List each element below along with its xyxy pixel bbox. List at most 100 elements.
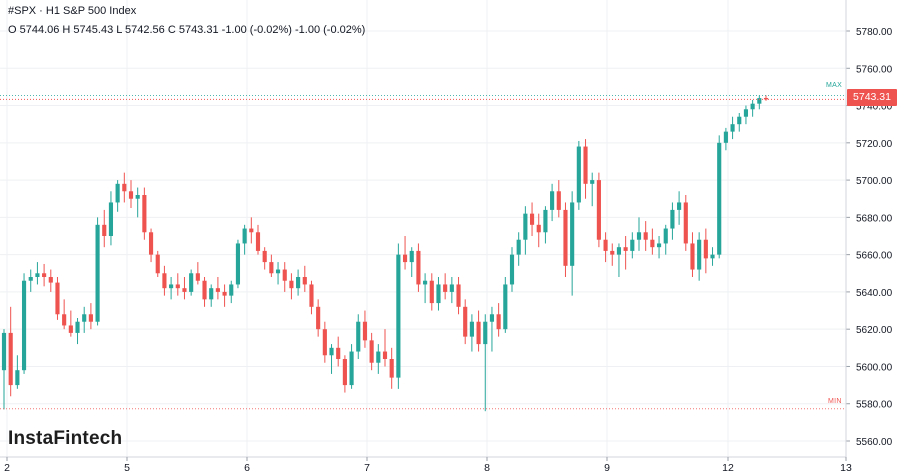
candle-body	[743, 109, 749, 117]
candle-body	[309, 284, 314, 307]
candle-body	[623, 247, 628, 251]
candle-body	[55, 282, 60, 315]
candle	[763, 95, 769, 101]
candle-body	[68, 325, 73, 333]
candle	[623, 236, 628, 270]
candle-body	[730, 124, 735, 132]
candle-body	[449, 284, 454, 292]
candle	[536, 213, 541, 248]
candle-body	[322, 329, 327, 356]
x-axis: 2 5 6 7 8 9 12 13	[0, 456, 852, 474]
candle	[322, 321, 327, 363]
candle-body	[349, 351, 354, 386]
candle-body	[596, 180, 601, 240]
candle	[663, 224, 668, 255]
y-axis: 5560.00 5580.00 5600.00 5620.00 5640.00 5660.…	[845, 0, 893, 457]
candle-body	[683, 202, 688, 244]
candle	[336, 336, 341, 367]
candle	[275, 262, 281, 285]
candle-body	[476, 321, 481, 345]
candle	[523, 206, 528, 255]
candle-body	[302, 277, 307, 285]
candle	[95, 217, 100, 326]
candle-body	[88, 314, 93, 322]
candle	[596, 172, 601, 248]
candle-body	[162, 273, 167, 289]
candle-body	[643, 232, 648, 240]
candle	[610, 243, 615, 266]
candle-body	[329, 347, 334, 356]
candle	[229, 280, 234, 304]
candle-body	[550, 191, 555, 210]
candle-body	[423, 280, 428, 285]
candle	[296, 269, 301, 296]
y-tick-label: 5700.00	[856, 176, 893, 187]
brand-logo: InstaFintech	[8, 428, 123, 449]
candle	[122, 172, 127, 203]
candle	[289, 273, 294, 300]
candle-body	[382, 351, 388, 359]
candle-body	[249, 228, 254, 233]
candle	[717, 135, 722, 259]
candle-body	[42, 273, 47, 277]
candle	[570, 191, 575, 296]
candle	[269, 254, 274, 277]
candle	[169, 277, 174, 300]
candle	[616, 243, 622, 277]
candle	[656, 236, 662, 259]
candle-body	[757, 98, 762, 104]
y-tick-label: 5640.00	[856, 288, 893, 299]
candle-body	[717, 142, 722, 255]
candle-body	[122, 183, 127, 192]
candle	[409, 247, 414, 277]
candle	[730, 116, 735, 140]
candle-body	[362, 321, 368, 341]
candle	[509, 247, 515, 292]
x-tick-label: 6	[244, 462, 250, 474]
grid-lines	[0, 0, 847, 457]
candle-body	[195, 273, 200, 281]
candle	[402, 236, 408, 270]
candle	[189, 269, 194, 296]
candle-body	[82, 314, 87, 322]
candle-body	[483, 321, 488, 345]
candle	[757, 95, 762, 110]
candle-body	[697, 239, 702, 270]
candle	[550, 183, 555, 222]
candle	[316, 299, 321, 337]
candle-body	[489, 314, 495, 322]
candle	[8, 306, 13, 397]
candle-body	[1, 332, 7, 371]
x-tick-label: 9	[604, 462, 610, 474]
candle-body	[95, 224, 100, 322]
candle-body	[356, 321, 361, 352]
x-tick-label: 5	[124, 462, 130, 474]
candle-body	[670, 209, 675, 229]
candle	[162, 265, 167, 296]
candle	[195, 262, 200, 285]
candle-body	[737, 116, 742, 125]
candle	[155, 250, 160, 277]
candle-body	[342, 359, 347, 386]
candle-body	[142, 195, 147, 233]
candle	[489, 306, 495, 352]
candle-body	[523, 213, 528, 240]
max-label: MAX	[826, 82, 843, 89]
candle-body	[35, 273, 40, 277]
ohlc-readout: O 5744.06 H 5745.43 L 5742.56 C 5743.31 …	[8, 24, 366, 36]
candle	[128, 180, 134, 209]
candle-body	[275, 269, 281, 274]
candle-body	[456, 284, 461, 307]
candle-body	[115, 183, 120, 203]
candle	[108, 191, 114, 246]
candle	[282, 262, 287, 292]
candle-body	[148, 232, 154, 255]
candle-body	[576, 146, 581, 203]
candle-body	[48, 277, 53, 283]
candle-body	[610, 250, 615, 255]
candle	[329, 344, 334, 374]
candle	[650, 228, 655, 255]
candle-body	[663, 228, 668, 244]
candle-body	[189, 273, 194, 292]
